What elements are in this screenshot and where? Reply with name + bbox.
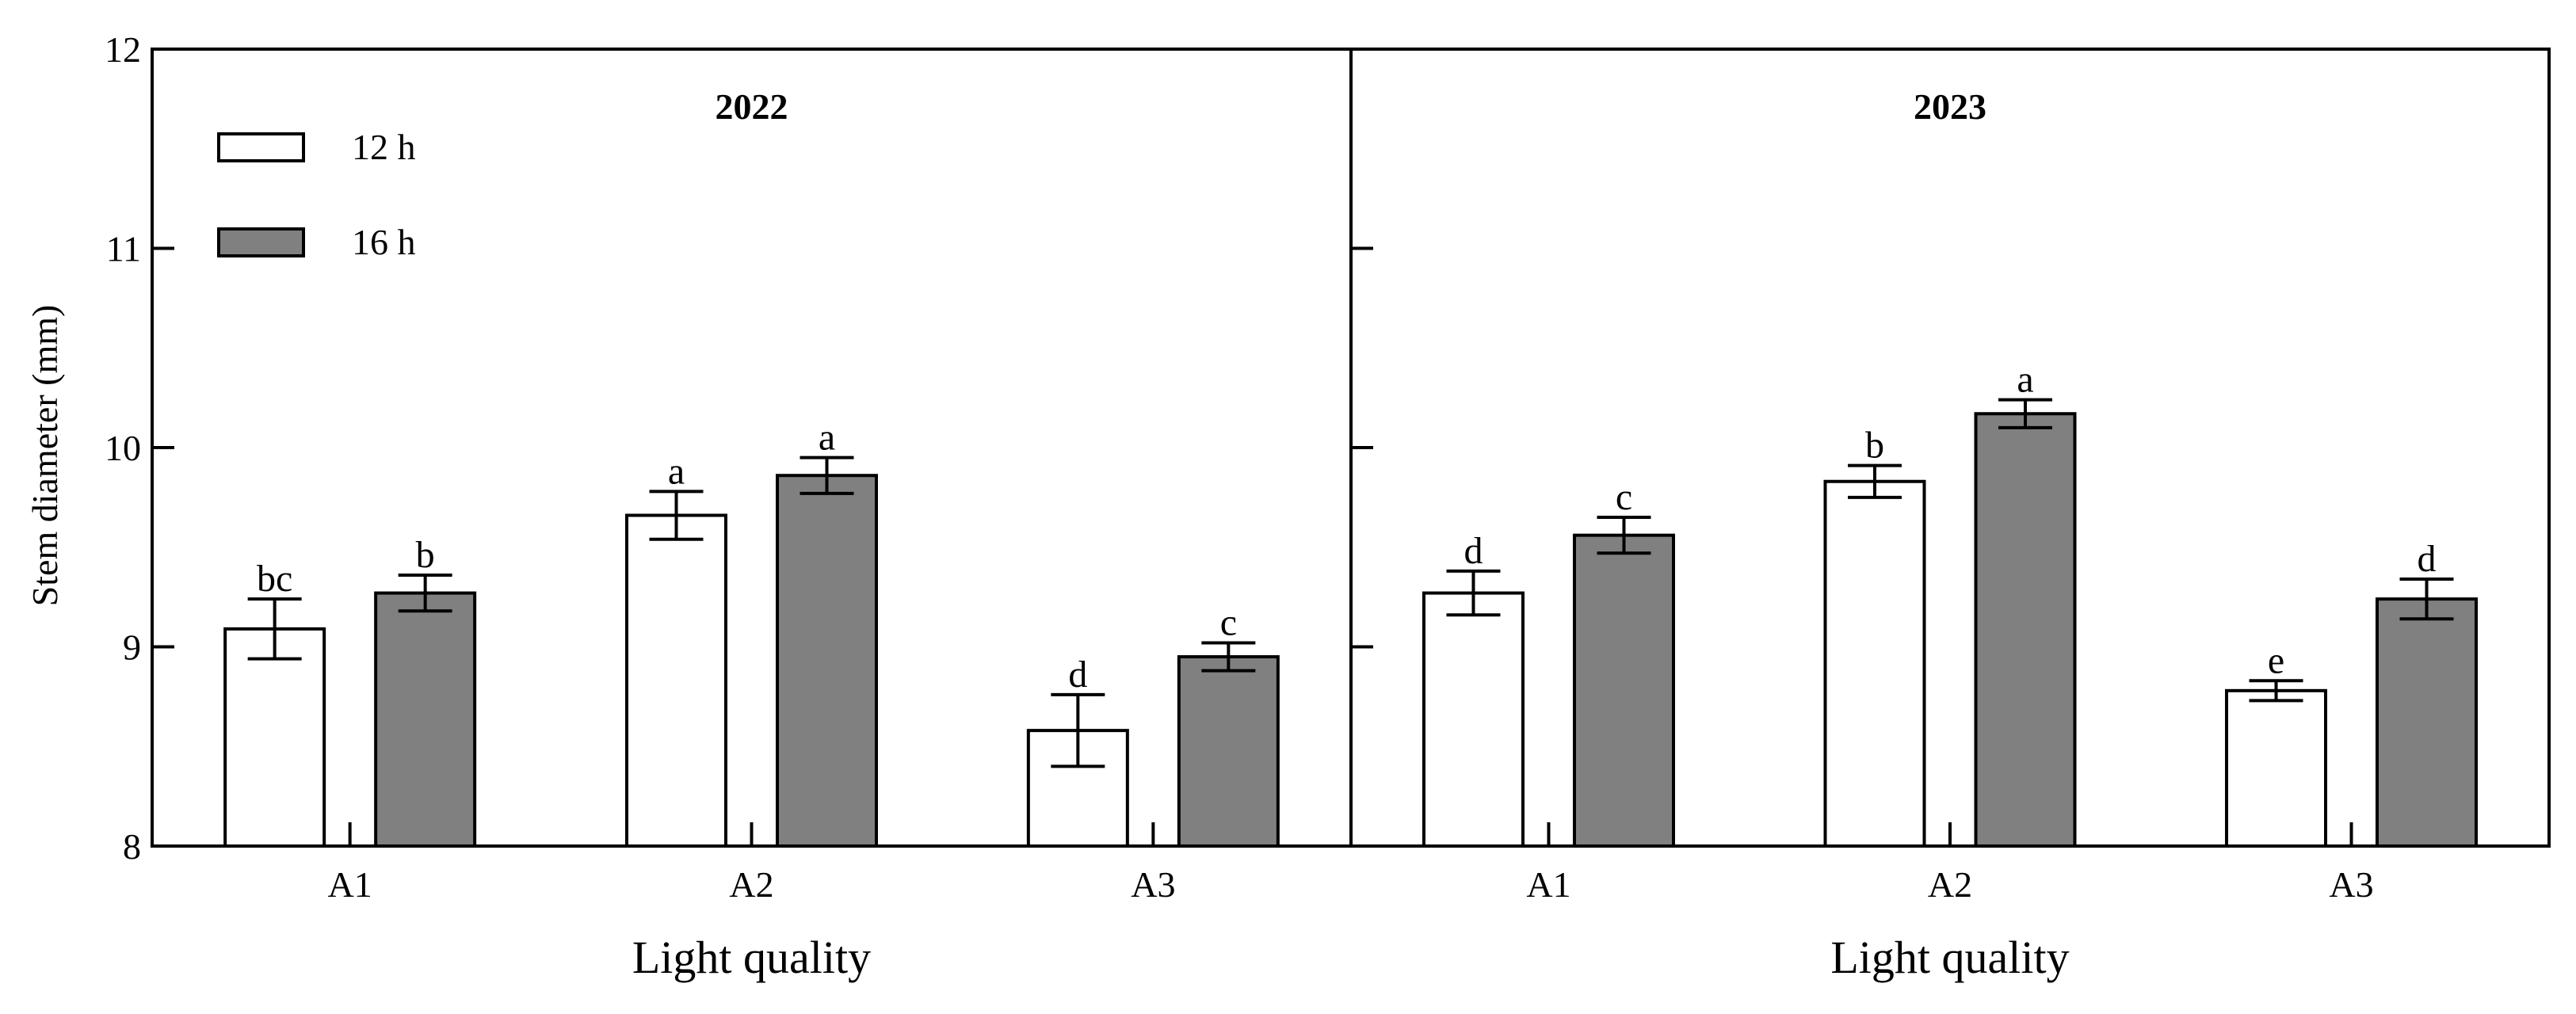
significance-letter: e — [2268, 639, 2284, 681]
x-axis-title: Light quality — [1830, 932, 2069, 983]
bar-A2-12h — [1823, 479, 1926, 848]
plot-frame — [1349, 48, 2551, 848]
bar-A3-16h — [2376, 597, 2479, 848]
x-tick-label: A1 — [1526, 864, 1570, 905]
significance-letter: d — [1068, 654, 1087, 696]
x-tick-label: A3 — [2329, 864, 2373, 905]
legend-swatch-16h — [217, 227, 305, 257]
significance-letter: c — [1616, 476, 1632, 518]
significance-letter: b — [1865, 425, 1884, 467]
y-tick-label: 11 — [106, 229, 141, 269]
panel-2023: 2023 A1 d c A2 b a A3 e d Light quality — [1349, 48, 2551, 983]
y-axis-title: Stem diameter (mm) — [25, 305, 65, 607]
plot-frame — [151, 48, 1353, 848]
panel-title: 2022 — [716, 86, 788, 127]
significance-letter: d — [2418, 538, 2437, 580]
x-tick-label: A1 — [328, 864, 372, 905]
bar-A2-16h — [776, 474, 878, 848]
x-axis-title: Light quality — [632, 932, 871, 983]
bar-A1-16h — [374, 591, 477, 848]
significance-letter: c — [1220, 601, 1237, 643]
x-tick-label: A3 — [1131, 864, 1175, 905]
significance-letter: b — [416, 534, 435, 576]
x-tick-label: A2 — [729, 864, 773, 905]
bar-A3-12h — [2225, 688, 2328, 848]
y-tick-label: 9 — [123, 627, 141, 668]
significance-letter: d — [1464, 530, 1483, 572]
bar-A1-16h — [1572, 533, 1675, 848]
y-tick-label: 12 — [105, 29, 141, 70]
panel-2022: 8 9 10 11 12 2022 A1 bc b A2 a a A3 d c Light quality — [105, 29, 1353, 983]
y-tick-label: 10 — [105, 428, 141, 468]
x-tick-label: A2 — [1928, 864, 1972, 905]
bar-A1-12h — [223, 627, 326, 848]
bar-A1-12h — [1422, 591, 1525, 848]
significance-letter: bc — [257, 558, 292, 600]
significance-letter: a — [2017, 359, 2033, 401]
legend: 12 h 16 h — [217, 127, 416, 262]
bar-A3-16h — [1177, 655, 1280, 848]
panel-title: 2023 — [1914, 86, 1986, 127]
bar-A2-16h — [1974, 412, 2077, 848]
significance-letter: a — [819, 417, 835, 459]
legend-swatch-12h — [217, 132, 305, 162]
y-tick-label: 8 — [123, 826, 141, 867]
significance-letter: a — [668, 450, 685, 492]
legend-label: 12 h — [352, 127, 416, 167]
legend-label: 16 h — [352, 222, 416, 262]
bar-A2-12h — [625, 513, 727, 848]
